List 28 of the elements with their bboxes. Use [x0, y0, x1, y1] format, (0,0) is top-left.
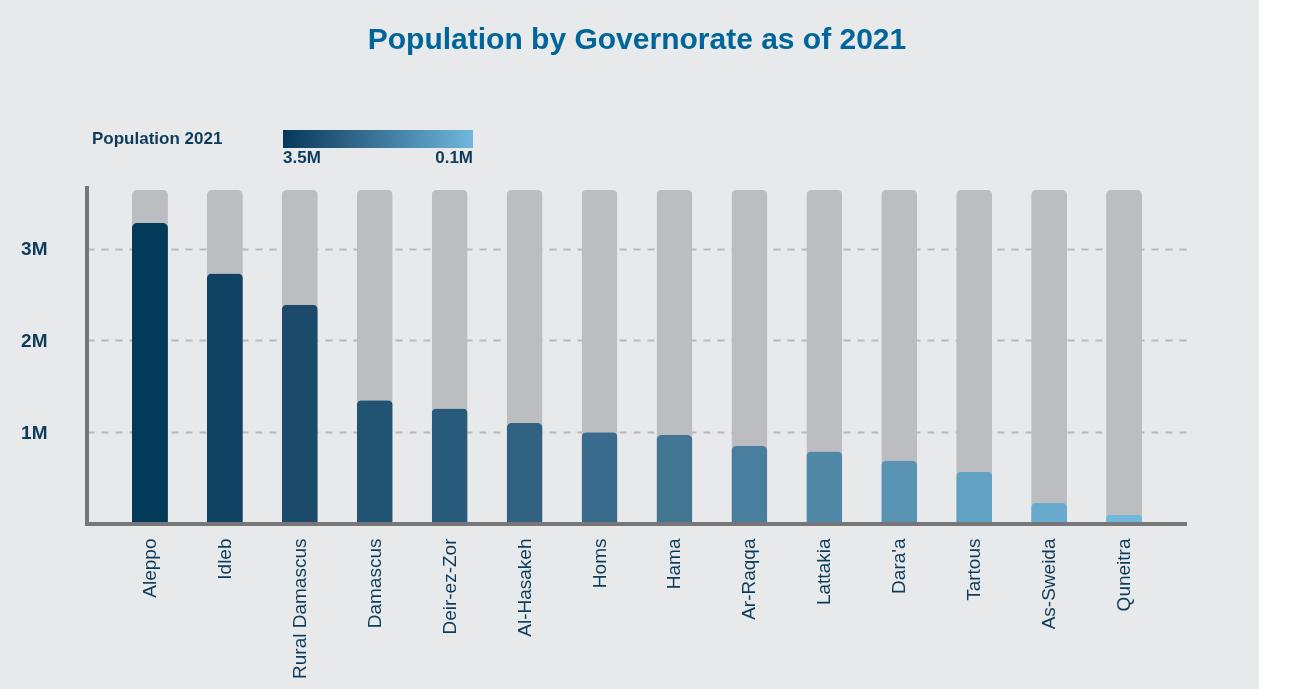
bar [806, 451, 843, 524]
x-tick-label: Aleppo [138, 538, 160, 598]
bar [506, 423, 543, 524]
x-tick-label: Homs [588, 538, 610, 589]
bar [881, 460, 918, 524]
bar [656, 434, 693, 524]
bar [956, 471, 993, 524]
x-tick-label: Rural Damascus [288, 538, 310, 679]
x-tick-label: As-Sweida [1038, 538, 1060, 630]
color-bar-title: Population 2021 [92, 129, 223, 148]
x-tick-label: Al-Hasakeh [513, 538, 535, 637]
x-tick-label: Ar-Raqqa [738, 538, 760, 620]
x-tick-label: Deir-ez-Zor [438, 537, 460, 635]
y-tick-label: 3M [21, 238, 48, 260]
x-tick-label: Lattakia [813, 538, 835, 606]
chart-title: Population by Governorate as of 2021 [367, 22, 907, 55]
x-tick-label: Dara'a [888, 538, 910, 594]
x-tick-label: Quneitra [1113, 538, 1135, 612]
x-tick-label: Tartous [963, 538, 985, 601]
y-tick-label: 2M [21, 329, 48, 351]
color-bar-label: 3.5M [283, 148, 321, 167]
bar [731, 446, 768, 524]
x-tick-label: Damascus [363, 538, 385, 629]
color-bar-label: 0.1M [435, 148, 473, 167]
x-tick-label: Hama [663, 538, 685, 590]
x-tick-label: Idleb [213, 538, 235, 580]
bar [581, 432, 618, 524]
y-tick-label: 1M [21, 421, 48, 443]
